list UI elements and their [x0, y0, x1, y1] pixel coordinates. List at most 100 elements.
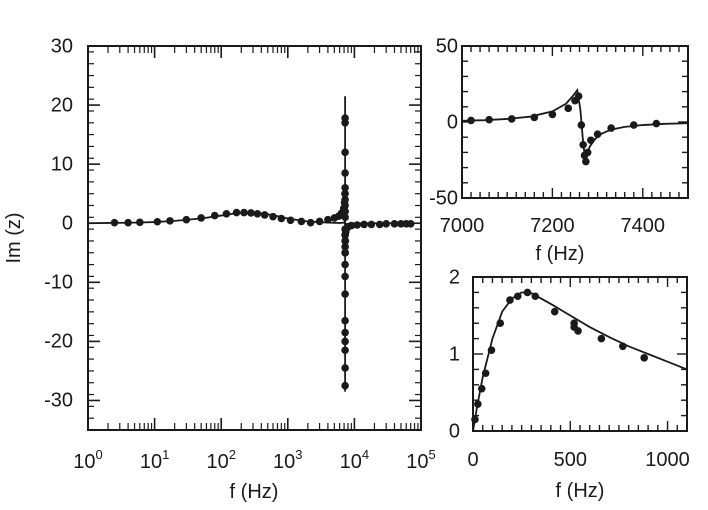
data-point: [260, 211, 269, 219]
main-y-axis-label: Im (z): [3, 212, 25, 263]
main-points: [110, 114, 415, 390]
fit-curve: [472, 291, 688, 432]
data-point: [341, 169, 349, 177]
data-point: [506, 296, 514, 304]
data-point: [467, 116, 475, 125]
data-point: [582, 157, 590, 166]
data-point: [341, 316, 349, 325]
data-point: [375, 220, 384, 229]
svg-text:103: 103: [273, 447, 302, 473]
main-xtick-label: 104: [340, 447, 369, 473]
data-point: [124, 218, 132, 227]
data-point: [487, 346, 496, 354]
data-point: [341, 231, 349, 239]
data-point: [629, 121, 638, 129]
main-ytick-label: 10: [51, 153, 73, 175]
main-ytick-label: -20: [44, 331, 73, 353]
data-point: [574, 92, 583, 100]
data-point: [341, 213, 349, 222]
inset-top-plot: 50 0 -50 7000 7200 7400 f (Hz): [429, 35, 689, 265]
inset-bottom-xtick-label: 1000: [645, 449, 690, 471]
main-major-ticks: [87, 45, 422, 430]
inset-bottom-frame: [472, 276, 688, 432]
inset-bottom-points: [471, 288, 648, 424]
data-point: [341, 225, 349, 233]
data-point: [397, 220, 405, 228]
data-point: [341, 189, 349, 198]
data-point: [577, 121, 586, 129]
data-point: [548, 110, 557, 119]
inset-bottom-lines: [472, 291, 688, 432]
data-point: [222, 209, 231, 218]
inset-top-ytick-label: 0: [447, 111, 458, 133]
inset-top-ticks: [461, 45, 689, 199]
main-ytick-label: 0: [62, 213, 73, 235]
data-point: [341, 272, 349, 281]
data-point: [153, 217, 162, 226]
data-point: [269, 212, 277, 221]
svg-text:102: 102: [206, 447, 235, 473]
data-point: [652, 119, 661, 128]
data-point: [341, 364, 349, 372]
data-point: [253, 209, 262, 218]
data-point: [110, 218, 119, 227]
inset-bottom-ytick-label: 2: [449, 266, 460, 288]
data-point: [341, 248, 349, 257]
data-point: [197, 214, 205, 222]
data-point: [136, 218, 144, 227]
data-point: [232, 208, 241, 217]
data-point: [341, 237, 349, 245]
inset-bottom-ytick-label: 0: [449, 420, 460, 442]
data-point: [277, 214, 286, 223]
data-point: [324, 215, 332, 224]
data-point: [382, 220, 390, 228]
data-point: [353, 221, 361, 229]
data-point: [341, 243, 349, 251]
data-point: [485, 115, 493, 124]
data-point: [341, 183, 349, 192]
inset-bottom-ticks: [472, 276, 688, 432]
inset-bottom-plot: 2 1 0 0 500 1000 f (Hz): [449, 266, 690, 502]
data-point: [574, 327, 582, 335]
data-point: [619, 342, 627, 351]
data-point: [297, 217, 306, 226]
inset-top-x-axis-label: f (Hz): [536, 243, 585, 265]
data-point: [306, 218, 315, 227]
data-point: [341, 290, 349, 298]
inset-bottom-x-axis-label: f (Hz): [556, 480, 605, 502]
data-point: [640, 354, 648, 362]
data-point: [481, 369, 490, 378]
data-point: [247, 209, 255, 217]
data-point: [477, 384, 486, 393]
data-point: [531, 292, 540, 301]
data-point: [341, 260, 349, 269]
data-point: [341, 337, 349, 346]
data-point: [496, 319, 505, 328]
main-lines: [87, 96, 411, 392]
data-point: [406, 220, 415, 228]
data-point: [341, 346, 349, 355]
svg-text:101: 101: [140, 447, 169, 473]
data-point: [607, 124, 615, 132]
data-point: [315, 217, 324, 226]
inset-top-xtick-label: 7400: [621, 215, 666, 237]
data-point: [240, 208, 248, 217]
main-ytick-label: -10: [44, 272, 73, 294]
data-point: [530, 113, 539, 122]
data-point: [579, 141, 587, 149]
inset-top-xtick-label: 7200: [530, 215, 575, 237]
main-ytick-label: 20: [51, 94, 73, 116]
data-point: [341, 207, 349, 216]
inset-bottom-xtick-label: 0: [467, 449, 478, 471]
data-point: [341, 201, 349, 210]
svg-text:105: 105: [406, 447, 435, 473]
data-point: [347, 221, 356, 230]
main-xtick-label: 102: [206, 447, 235, 473]
data-point: [341, 148, 349, 157]
data-point: [564, 104, 573, 113]
inset-bottom-xtick-label: 500: [554, 449, 587, 471]
svg-text:100: 100: [73, 447, 102, 473]
main-xtick-label: 105: [406, 447, 435, 473]
data-point: [593, 130, 602, 138]
